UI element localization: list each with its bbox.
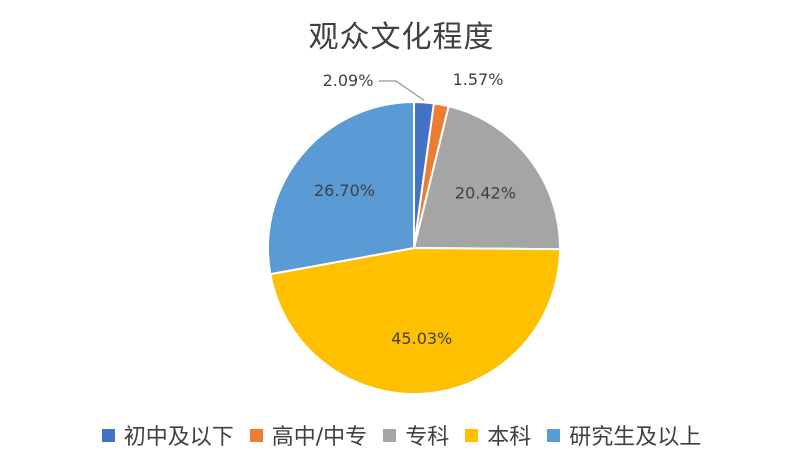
slice-4-graduate xyxy=(267,100,415,276)
slice-2-associate xyxy=(412,104,561,251)
legend-swatch xyxy=(383,428,397,442)
legend-swatch xyxy=(101,428,115,442)
legend-swatch xyxy=(547,428,561,442)
data-label: 20.42% xyxy=(455,183,516,202)
legend-item: 研究生及以上 xyxy=(547,419,701,451)
chart-legend: 初中及以下 高中/中专 专科 本科 研究生及以上 xyxy=(0,419,803,451)
slice-3-bachelor xyxy=(269,246,562,395)
leader-line xyxy=(379,80,425,101)
legend-label: 高中/中专 xyxy=(271,425,368,450)
legend-label: 初中及以下 xyxy=(123,425,234,450)
legend-swatch xyxy=(465,428,479,442)
legend-item: 高中/中专 xyxy=(249,419,368,451)
legend-item: 专科 xyxy=(383,419,449,451)
legend-label: 研究生及以上 xyxy=(569,425,702,450)
legend-swatch xyxy=(249,428,263,442)
data-label: 2.09% xyxy=(323,71,374,90)
data-label: 26.70% xyxy=(314,181,375,200)
legend-item: 本科 xyxy=(465,419,531,451)
legend-item: 初中及以下 xyxy=(101,419,234,451)
legend-label: 专科 xyxy=(405,425,450,450)
chart-title: 观众文化程度 xyxy=(308,20,495,55)
data-label: 45.03% xyxy=(391,329,452,348)
legend-label: 本科 xyxy=(487,425,532,450)
data-label: 1.57% xyxy=(453,70,504,89)
